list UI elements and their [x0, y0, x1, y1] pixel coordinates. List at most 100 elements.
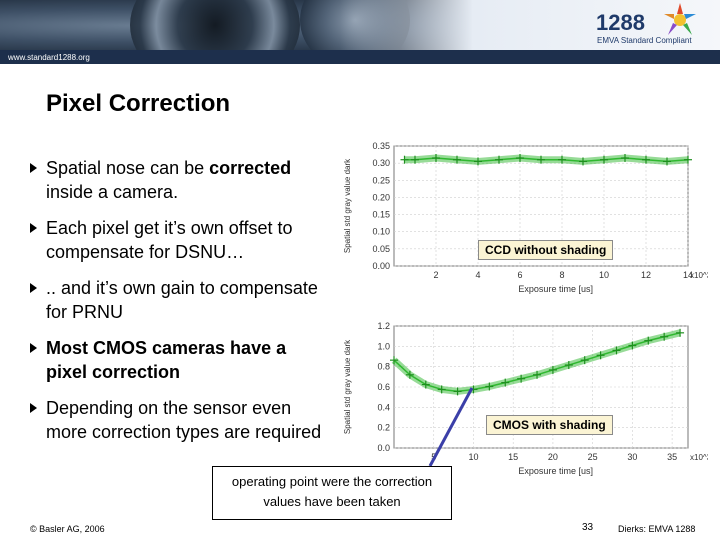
bullet-1-part-3: inside a camera. [46, 182, 179, 202]
data-point [660, 332, 669, 341]
x-axis-label: Exposure time [us] [518, 466, 593, 476]
y-tick-label: 0.30 [372, 158, 390, 168]
y-tick-label: 0.6 [377, 382, 390, 392]
bullet-1-part-1: Spatial nose can be [46, 158, 210, 178]
cmos-chart-svg: 1.2 1.0 0.8 0.6 0.4 0.2 0.0 5 10 15 20 25 30 35 x10^3 E… [343, 321, 708, 476]
bullet-1-text: Spatial nose can be corrected inside a c… [46, 156, 330, 204]
data-point [596, 351, 605, 360]
ccd-chart-label: CCD without shading [478, 240, 614, 260]
bullet-1-part-2: corrected [209, 158, 292, 178]
bullet-5-text: Depending on the sensor even more correc… [46, 398, 322, 442]
x-tick-label: 25 [588, 452, 598, 462]
y-tick-label: 0.8 [377, 362, 390, 372]
header-bar [0, 50, 720, 64]
data-point [537, 155, 545, 164]
bullet-2: Each pixel get it’s own offset to compen… [30, 216, 330, 264]
data-point [432, 154, 440, 162]
bullet-3-text: .. and it’s own gain to compensate for P… [46, 278, 318, 322]
slide-title: Pixel Correction [46, 90, 231, 117]
ccd-chart: 0.35 0.30 0.25 0.20 0.15 0.10 0.05 0.00 2 4 6 8 10 12… [338, 136, 708, 296]
bullet-2-text: Each pixel get it’s own offset to compen… [46, 218, 293, 262]
x-tick-label: 10 [599, 270, 609, 280]
y-axis-label: Spatial std gray value dark [343, 339, 352, 434]
data-point [600, 155, 608, 164]
data-point [580, 356, 589, 365]
page-number: 33 [582, 522, 594, 533]
y-tick-label: 0.35 [372, 141, 390, 151]
slide-header: www.standard1288.org 1288 EMVA Standard … [0, 0, 720, 64]
data-point [628, 341, 637, 350]
x-axis-label: Exposure time [us] [518, 284, 593, 294]
x-tick-label: 8 [559, 270, 564, 280]
logo-star-icon [664, 3, 696, 35]
x-tick-label: 5 [431, 452, 436, 462]
x-tick-label: 6 [517, 270, 522, 280]
y-tick-label: 1.0 [377, 341, 390, 351]
data-point [517, 374, 526, 383]
data-point [684, 155, 692, 164]
y-tick-label: 0.0 [377, 443, 390, 453]
logo-number: 1288 [596, 10, 645, 35]
data-point [663, 157, 671, 166]
bullet-arrow-icon [30, 163, 37, 173]
ccd-chart-svg: 0.35 0.30 0.25 0.20 0.15 0.10 0.05 0.00 2 4 6 8 10 12… [343, 141, 708, 294]
data-point [548, 365, 557, 374]
data-point [676, 328, 685, 337]
website-url: www.standard1288.org [8, 53, 90, 62]
x-scale-note: x10^3 [690, 271, 708, 280]
x-tick-label: 15 [508, 452, 518, 462]
logo-subtitle: EMVA Standard Compliant [597, 36, 692, 45]
operating-point-callout: operating point were the correction valu… [212, 466, 452, 520]
data-point [533, 370, 542, 379]
bullet-arrow-icon [30, 283, 37, 293]
y-tick-label: 0.20 [372, 192, 390, 202]
data-point [474, 157, 482, 166]
y-tick-label: 0.4 [377, 402, 390, 412]
bullet-arrow-icon [30, 223, 37, 233]
x-tick-label: 30 [627, 452, 637, 462]
y-tick-label: 0.25 [372, 175, 390, 185]
footer-copyright: © Basler AG, 2006 [30, 524, 105, 534]
x-tick-label: 14 [683, 270, 693, 280]
bullet-4-text: Most CMOS cameras have a pixel correctio… [46, 338, 287, 382]
x-tick-label: 12 [641, 270, 651, 280]
y-axis-label: Spatial std gray value dark [343, 158, 352, 253]
data-point [400, 155, 409, 164]
y-tick-label: 0.00 [372, 261, 390, 271]
y-tick-label: 0.10 [372, 227, 390, 237]
data-point [516, 154, 524, 162]
data-point [558, 155, 566, 164]
bullet-arrow-icon [30, 343, 37, 353]
data-point [501, 378, 510, 387]
bullet-3: .. and it’s own gain to compensate for P… [30, 276, 330, 324]
y-tick-label: 0.05 [372, 244, 390, 254]
x-scale-note: x10^3 [690, 453, 708, 462]
x-tick-label: 10 [468, 452, 478, 462]
y-tick-label: 0.15 [372, 210, 390, 220]
x-tick-label: 35 [667, 452, 677, 462]
bullet-5: Depending on the sensor even more correc… [30, 396, 330, 444]
data-point [579, 157, 587, 166]
bullet-arrow-icon [30, 403, 37, 413]
data-point [421, 380, 430, 389]
data-point [612, 346, 621, 355]
x-tick-label: 20 [548, 452, 558, 462]
data-point [642, 155, 650, 164]
x-tick-label: 4 [475, 270, 480, 280]
data-point [485, 382, 494, 391]
bullet-1: Spatial nose can be corrected inside a c… [30, 156, 330, 204]
y-tick-label: 0.2 [377, 423, 390, 433]
data-point [621, 154, 629, 162]
data-point [644, 336, 653, 345]
x-tick-label: 2 [433, 270, 438, 280]
data-point [405, 370, 414, 379]
data-point [453, 155, 461, 164]
data-point [495, 155, 503, 164]
footer-author: Dierks: EMVA 1288 [618, 524, 696, 534]
cmos-chart-label: CMOS with shading [486, 415, 613, 435]
data-point [411, 155, 419, 164]
data-point [564, 361, 573, 370]
bullet-4: Most CMOS cameras have a pixel correctio… [30, 336, 330, 384]
y-tick-label: 1.2 [377, 321, 390, 331]
cmos-chart: 1.2 1.0 0.8 0.6 0.4 0.2 0.0 5 10 15 20 25 30 35 x10^3 E… [338, 314, 708, 486]
